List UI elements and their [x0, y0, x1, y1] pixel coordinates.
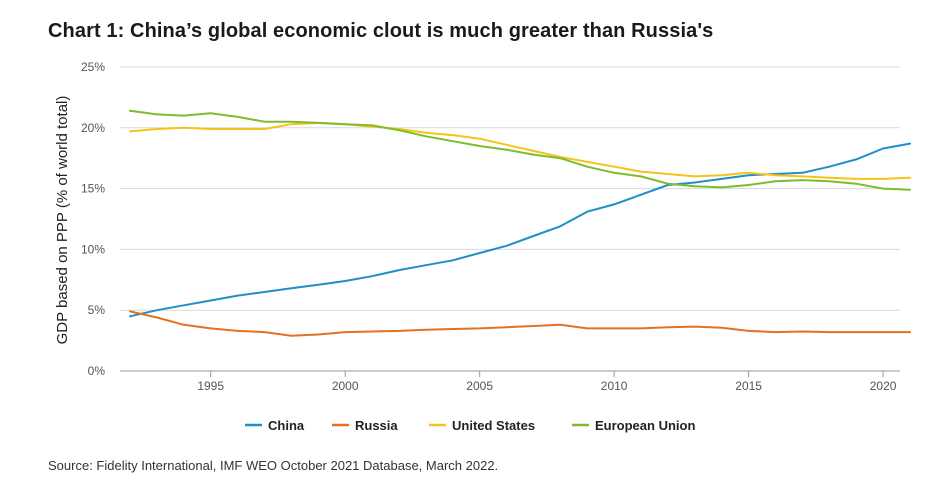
legend-label-united-states: United States [452, 418, 535, 433]
series-line-russia [129, 310, 911, 337]
y-tick-label: 15% [81, 182, 105, 196]
gridlines [120, 66, 900, 372]
series-lines [129, 109, 911, 337]
chart-title: Chart 1: China’s global economic clout i… [48, 20, 714, 42]
x-tick-label: 1995 [197, 379, 224, 393]
x-tick-label: 2020 [870, 379, 897, 393]
y-tick-label: 25% [81, 60, 105, 74]
legend-label-china: China [268, 418, 305, 433]
legend-label-european-union: European Union [595, 418, 695, 433]
y-tick-label: 10% [81, 242, 105, 256]
x-tick-label: 2010 [601, 379, 628, 393]
y-tick-label: 5% [88, 303, 106, 317]
x-tick-label: 2005 [466, 379, 493, 393]
y-tick-label: 20% [81, 121, 105, 135]
x-tick-label: 2000 [332, 379, 359, 393]
axes: 0% 5% 10% 15% 20% 25% 1995 2000 2005 2010 2015 2020 [81, 60, 897, 393]
series-line-united-states [129, 121, 911, 180]
y-tick-label: 0% [88, 364, 106, 378]
series-line-european-union [129, 109, 911, 191]
y-axis-label: GDP based on PPP (% of world total) [54, 96, 71, 345]
legend-label-russia: Russia [355, 418, 398, 433]
source-note: Source: Fidelity International, IMF WEO … [48, 458, 499, 473]
series-line-china [129, 142, 911, 318]
legend: China Russia United States European Union [245, 418, 695, 433]
x-tick-label: 2015 [735, 379, 762, 393]
